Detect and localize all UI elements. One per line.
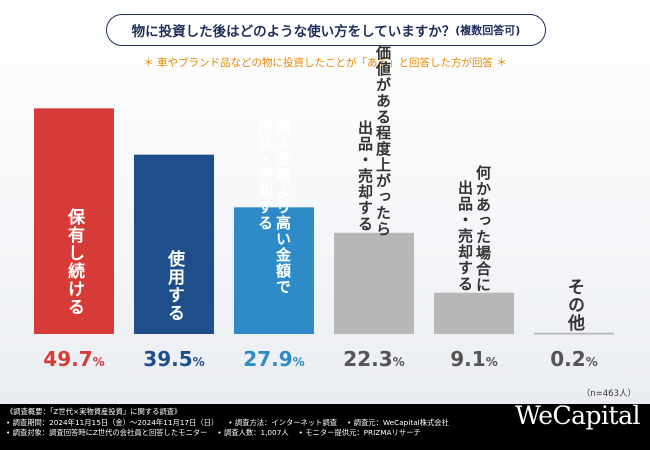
- bar: [234, 207, 314, 334]
- bar: [434, 292, 514, 334]
- value-unit: %: [293, 355, 305, 369]
- value-label: 22.3%: [343, 347, 404, 371]
- footer-item: • 調査対象：調査回答時にZ世代の会社員と回答したモニター: [6, 428, 208, 437]
- value-number: 0.2: [550, 347, 585, 371]
- bar: [534, 332, 614, 334]
- footer-row: • 調査期間：2024年11月15日（金）〜2024年11月17日（日） • 調査…: [6, 418, 650, 429]
- category-label: その他: [564, 278, 586, 332]
- value-number: 49.7: [43, 347, 92, 371]
- footer-row: • 調査対象：調査回答時にZ世代の会社員と回答したモニター • 調査人数：1,00…: [6, 428, 650, 439]
- chart-title-suffix: (複数回答可): [455, 24, 521, 37]
- bar: [134, 154, 214, 334]
- sample-size-note: （n=463人）: [581, 389, 636, 399]
- value-label: 0.2%: [550, 347, 597, 371]
- value-unit: %: [393, 355, 405, 369]
- footer-row: 《調査概要：「Z世代×実物資産投資」に関する調査》: [6, 407, 650, 418]
- value-unit: %: [193, 355, 205, 369]
- value-unit: %: [486, 355, 498, 369]
- survey-details: 《調査概要：「Z世代×実物資産投資」に関する調査》 • 調査期間：2024年11月…: [6, 407, 650, 439]
- chart-subtitle: ＊ 車やブランド品などの物に投資したことが「ある」と回答した方が回答 ＊: [143, 57, 507, 69]
- footer-item: • 調査期間：2024年11月15日（金）〜2024年11月17日（日）: [6, 417, 219, 427]
- value-label: 49.7%: [43, 347, 104, 371]
- survey-footer: 《調査概要：「Z世代×実物資産投資」に関する調査》 • 調査期間：2024年11月…: [0, 404, 650, 450]
- value-number: 9.1: [450, 347, 485, 371]
- value-number: 27.9: [243, 347, 292, 371]
- value-unit: %: [586, 355, 598, 369]
- category-label: 出品・売却する: [356, 119, 374, 232]
- footer-item: • 調査元：WeCapital株式会社: [347, 417, 449, 427]
- bar: [334, 232, 414, 334]
- category-label: 購入金額より高い金額で: [274, 118, 292, 295]
- category-label: 何かあった場合に: [474, 164, 492, 293]
- footer-item: • 調査人数：1,007人: [217, 428, 289, 437]
- value-number: 39.5: [143, 347, 192, 371]
- category-label: 価値がある程度上がったら: [374, 44, 392, 237]
- chart-title-main: 物に投資した後はどのような使い方をしていますか？: [131, 24, 456, 40]
- category-label: 出品・売却する: [256, 118, 274, 231]
- footer-item: 《調査概要：「Z世代×実物資産投資」に関する調査》: [6, 407, 182, 416]
- category-label: 使用する: [164, 249, 186, 322]
- value-label: 27.9%: [243, 347, 304, 371]
- footer-item: • モニター提供元：PRIZMAリサーチ: [298, 428, 421, 437]
- value-unit: %: [93, 355, 105, 369]
- value-number: 22.3: [343, 347, 392, 371]
- footer-item: • 調査方法：インターネット調査: [228, 417, 338, 427]
- value-label: 9.1%: [450, 347, 497, 371]
- company-logo: WeCapital: [515, 401, 640, 430]
- bar: [34, 108, 114, 334]
- category-label: 出品・売却する: [456, 179, 474, 292]
- category-label: 保有し続ける: [64, 207, 86, 316]
- chart-title: 物に投資した後はどのような使い方をしていますか？ (複数回答可): [106, 14, 546, 46]
- value-label: 39.5%: [143, 347, 204, 371]
